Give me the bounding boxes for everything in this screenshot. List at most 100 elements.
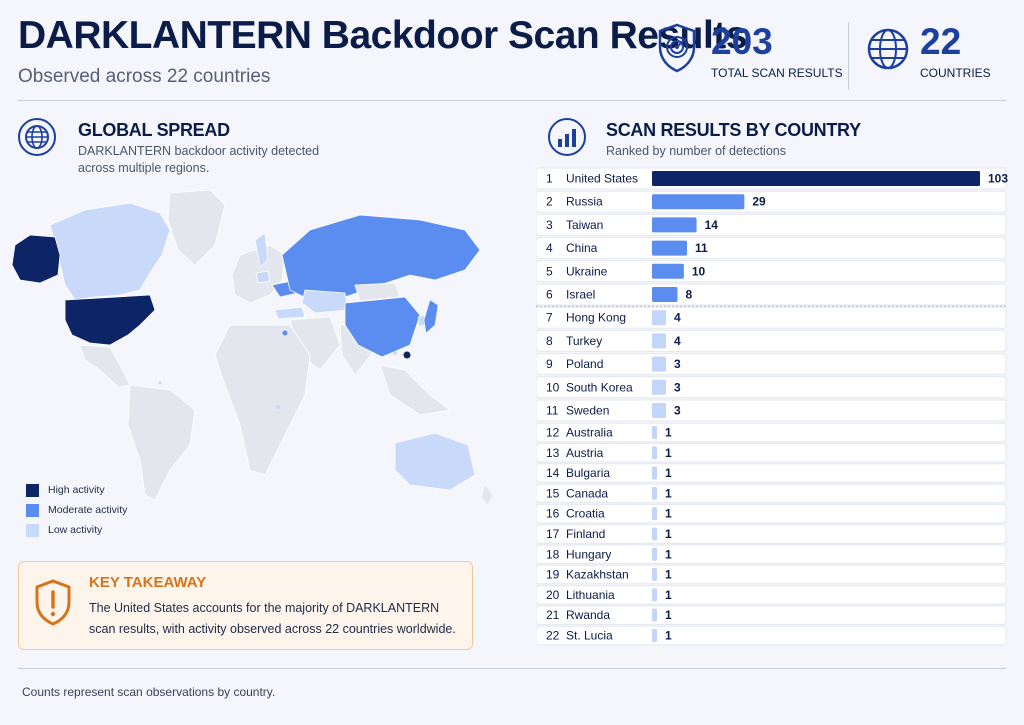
map-southeast-asia xyxy=(379,364,451,416)
chart-row-bg xyxy=(536,353,1007,376)
rank-label: 17 xyxy=(546,527,560,541)
country-label: Taiwan xyxy=(566,218,603,232)
rank-label: 8 xyxy=(546,334,553,348)
chart-row-bg xyxy=(536,237,1007,260)
value-label: 11 xyxy=(695,241,708,255)
value-label: 103 xyxy=(988,172,1008,186)
country-label: Sweden xyxy=(566,404,609,418)
rank-label: 10 xyxy=(546,380,560,394)
bar xyxy=(652,608,657,622)
map-st-lucia xyxy=(158,381,162,385)
map-kazakhstan xyxy=(301,289,349,314)
rank-label: 7 xyxy=(546,311,553,325)
rank-label: 15 xyxy=(546,486,560,500)
value-label: 3 xyxy=(674,380,681,394)
rank-label: 22 xyxy=(546,628,560,642)
value-label: 1 xyxy=(665,527,672,541)
value-label: 1 xyxy=(665,446,672,460)
bar-chart-icon xyxy=(548,118,586,156)
country-label: Hungary xyxy=(566,547,611,561)
country-label: Croatia xyxy=(566,507,605,521)
map-hong-kong xyxy=(393,351,397,355)
map-section-subtitle-2: across multiple regions. xyxy=(78,161,210,175)
map-greenland xyxy=(167,189,226,266)
chart-section-subtitle: Ranked by number of detections xyxy=(606,144,786,158)
map-alaska xyxy=(11,234,61,284)
rank-label: 19 xyxy=(546,568,560,582)
bar xyxy=(652,356,666,372)
value-label: 3 xyxy=(674,404,681,418)
legend-label-moderate: Moderate activity xyxy=(48,504,128,516)
rank-label: 16 xyxy=(546,507,560,521)
country-label: Ukraine xyxy=(566,264,608,278)
bar xyxy=(652,403,666,418)
bar xyxy=(652,628,657,642)
chart-row-bg xyxy=(536,329,1007,352)
bar xyxy=(652,547,657,561)
key-takeaway-box: KEY TAKEAWAY The United States accounts … xyxy=(18,561,473,650)
value-label: 10 xyxy=(692,264,706,278)
map-poland xyxy=(255,270,271,284)
country-label: Lithuania xyxy=(566,588,615,602)
shield-target-icon xyxy=(658,23,696,73)
country-label: Bulgaria xyxy=(566,466,610,480)
map-south-america xyxy=(127,384,196,501)
country-label: Hong Kong xyxy=(566,311,626,325)
bar xyxy=(652,171,980,186)
stats-divider xyxy=(848,22,849,90)
header-divider xyxy=(18,100,1006,101)
rank-label: 9 xyxy=(546,357,553,371)
bar xyxy=(652,310,666,326)
value-label: 1 xyxy=(665,588,672,602)
rank-label: 4 xyxy=(546,241,553,255)
total-scan-results-value: 203 xyxy=(711,21,773,62)
map-section-subtitle-1: DARKLANTERN backdoor activity detected xyxy=(78,144,320,158)
world-map xyxy=(11,189,492,505)
value-label: 29 xyxy=(752,195,766,209)
page-title: DARKLANTERN Backdoor Scan Results xyxy=(18,14,747,57)
country-label: Finland xyxy=(566,527,605,541)
map-china xyxy=(344,296,421,358)
bar xyxy=(652,379,666,395)
rank-label: 13 xyxy=(546,446,560,460)
stat-countries: 22 COUNTRIES xyxy=(866,22,991,80)
map-legend: High activity Moderate activity Low acti… xyxy=(26,480,127,540)
rank-label: 20 xyxy=(546,588,560,602)
country-label: United States xyxy=(566,172,638,186)
value-label: 1 xyxy=(665,425,672,439)
country-label: Canada xyxy=(566,486,608,500)
bar xyxy=(652,466,657,480)
total-scan-results-label: TOTAL SCAN RESULTS xyxy=(711,66,843,80)
chart-row-bg xyxy=(536,524,1007,544)
map-new-zealand xyxy=(482,485,492,505)
map-africa xyxy=(214,324,311,476)
chart-row-bg xyxy=(536,503,1007,524)
value-label: 14 xyxy=(705,218,719,232)
map-japan xyxy=(423,299,439,334)
rank-label: 12 xyxy=(546,425,560,439)
bar xyxy=(652,507,657,521)
value-label: 1 xyxy=(665,547,672,561)
country-label: Russia xyxy=(566,195,603,209)
map-turkey xyxy=(274,306,306,320)
map-australia xyxy=(394,432,476,491)
value-label: 4 xyxy=(674,311,681,325)
legend-item-low: Low activity xyxy=(26,520,127,540)
stat-total-scan-results: 203 TOTAL SCAN RESULTS xyxy=(656,22,843,80)
legend-item-moderate: Moderate activity xyxy=(26,500,127,520)
country-label: Turkey xyxy=(566,334,602,348)
map-sweden xyxy=(254,232,269,268)
legend-label-low: Low activity xyxy=(48,524,103,536)
rank-label: 3 xyxy=(546,218,553,232)
rank-label: 21 xyxy=(546,608,560,622)
value-label: 1 xyxy=(665,628,672,642)
legend-item-high: High activity xyxy=(26,480,127,500)
value-label: 1 xyxy=(665,608,672,622)
value-label: 8 xyxy=(685,288,692,302)
value-label: 4 xyxy=(674,334,681,348)
map-mongolia xyxy=(354,282,401,302)
map-rwanda xyxy=(276,405,280,409)
globe-icon xyxy=(867,28,909,70)
country-label: Rwanda xyxy=(566,608,610,622)
bar xyxy=(652,263,684,279)
